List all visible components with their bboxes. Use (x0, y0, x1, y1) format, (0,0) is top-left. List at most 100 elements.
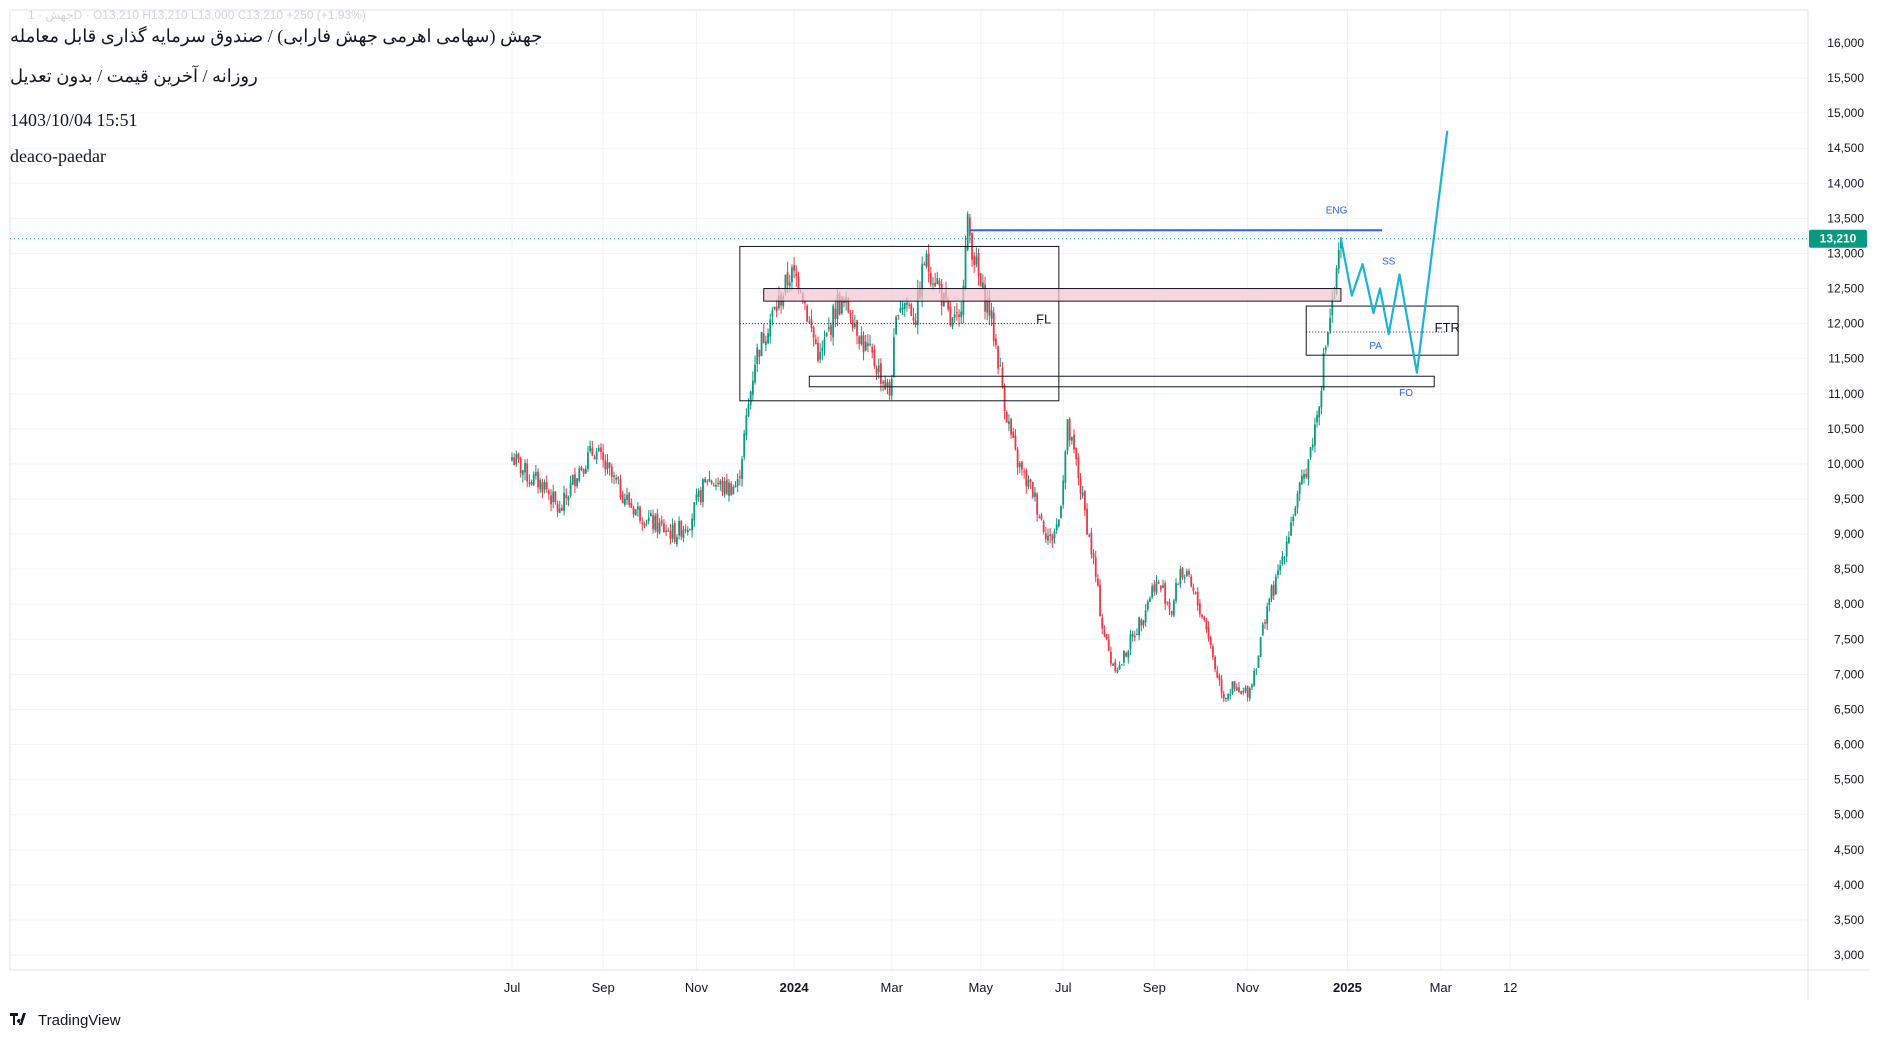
candle-body (1025, 470, 1028, 487)
candle-body (710, 480, 713, 484)
candle-body (825, 332, 828, 337)
candle-up (528, 474, 531, 488)
candle-down (1021, 460, 1023, 476)
candle-body (691, 518, 694, 531)
candle-body (1146, 601, 1149, 610)
candle-body (1331, 299, 1334, 316)
candle-body (543, 481, 546, 490)
candle-down (669, 524, 672, 545)
candle-body (771, 310, 774, 317)
candle-body (1322, 353, 1325, 391)
candle-body (1194, 592, 1197, 594)
candle-body (1064, 451, 1067, 483)
annotation-label: FO (1399, 388, 1413, 399)
price-tick-label: 13,000 (1827, 246, 1864, 260)
candle-body (1257, 655, 1260, 668)
candle-up (728, 478, 730, 502)
candle-body (903, 302, 906, 309)
candle-up (511, 452, 513, 462)
candle-down (888, 379, 891, 400)
candle-down (817, 336, 819, 363)
candle-down (1114, 658, 1117, 674)
candle-down (725, 473, 728, 496)
candle-body (791, 267, 793, 282)
price-axis: 3,000 3,500 4,000 4,500 5,000 5,500 6,000 6,500… (1809, 36, 1867, 962)
candle-up (1131, 630, 1134, 642)
candle-body (580, 466, 583, 470)
candle-down (565, 488, 568, 506)
candle-down (689, 528, 691, 531)
candle-up (901, 300, 904, 316)
candle-body (1070, 437, 1073, 441)
candle-body (932, 283, 934, 285)
candle-down (1012, 427, 1015, 439)
candle-down (1086, 503, 1088, 535)
candle-body (530, 482, 533, 485)
candle-up (708, 470, 711, 483)
candle-body (1188, 571, 1190, 575)
candle-body (1238, 687, 1240, 692)
candle-down (730, 480, 733, 496)
candle-up (671, 518, 674, 543)
tradingview-brand[interactable]: TradingView (10, 1012, 121, 1029)
candle-down (1125, 651, 1128, 658)
candle-up (853, 314, 856, 330)
candle-body (1277, 570, 1279, 575)
candle-body (671, 524, 674, 540)
candle-body (1107, 639, 1110, 651)
candle-body (1214, 656, 1216, 670)
candle-down (949, 300, 952, 327)
candle-up (1047, 528, 1049, 545)
candle-body (584, 468, 587, 474)
candle-body (738, 476, 741, 478)
candle-down (873, 344, 876, 369)
candle-body (513, 457, 516, 465)
chart-subtitle: روزانه / آخرین قیمت / بدون تعدیل (10, 66, 258, 86)
chart-author: deaco-paedar (10, 146, 106, 166)
time-tick-label: 2024 (780, 980, 810, 995)
candle-up (539, 478, 542, 494)
candle-down (1216, 665, 1219, 679)
candle-up (647, 510, 650, 525)
candle-body (979, 273, 982, 287)
candle-up (1300, 469, 1303, 486)
candle-body (578, 468, 581, 481)
candle-body (749, 391, 752, 405)
candle-body (1264, 622, 1266, 624)
candle-down (786, 261, 789, 294)
candle-body (1246, 685, 1249, 698)
candle-up (719, 478, 722, 491)
candle-up (569, 475, 572, 498)
candle-body (968, 217, 971, 236)
candle-body (686, 529, 689, 533)
candle-up (658, 518, 661, 535)
candle-up (1146, 599, 1149, 612)
candle-down (738, 469, 741, 486)
candle-down (977, 248, 980, 286)
candle-body (537, 471, 539, 488)
candle-up (1242, 687, 1245, 696)
candle-body (667, 530, 670, 532)
candle-body (1255, 669, 1258, 671)
candle-body (856, 320, 858, 337)
candle-up (1251, 683, 1253, 691)
candle-body (708, 478, 711, 482)
candle-down (615, 474, 618, 484)
candle-body (1251, 684, 1253, 688)
candle-up (751, 371, 754, 401)
price-tick-label: 9,000 (1834, 527, 1864, 541)
candle-down (673, 520, 676, 544)
candle-down (545, 475, 548, 493)
candle-up (552, 484, 555, 509)
candle-body (1023, 471, 1026, 473)
candle-down (1177, 582, 1180, 586)
candle-body (973, 256, 976, 265)
candle-down (1157, 579, 1160, 585)
candle-body (1309, 447, 1312, 458)
candle-up (634, 509, 637, 516)
candle-down (1209, 635, 1212, 649)
candle-body (582, 469, 585, 474)
candle-down (513, 453, 516, 466)
candle-up (1281, 551, 1284, 566)
